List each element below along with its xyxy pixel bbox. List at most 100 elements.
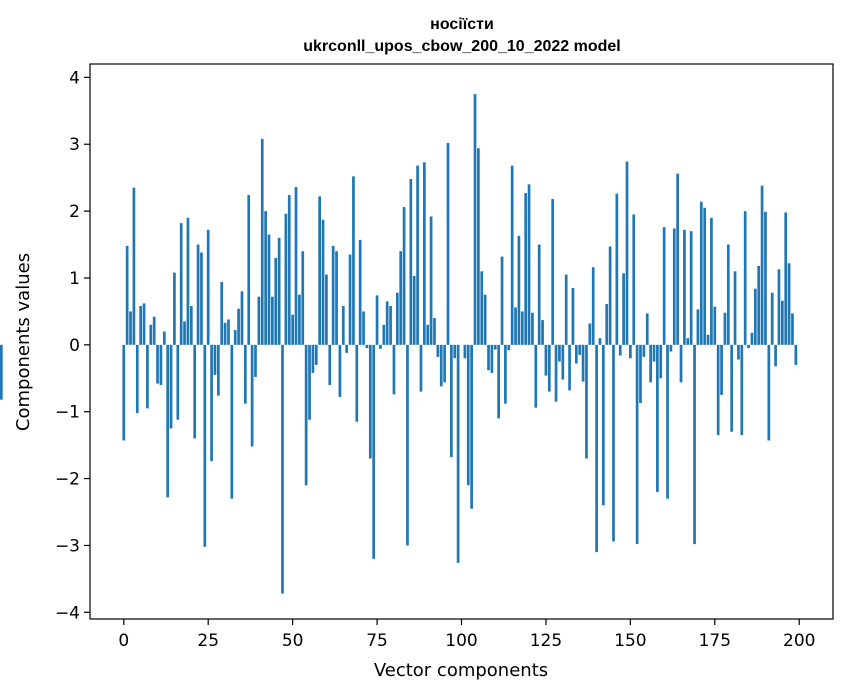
bar-20 — [189, 306, 193, 345]
bar-72 — [365, 344, 369, 349]
bar-8 — [149, 324, 153, 345]
bar-undefined — [0, 344, 3, 400]
bar-114 — [507, 344, 511, 351]
bar-198 — [791, 313, 794, 345]
bar-105 — [477, 148, 480, 345]
y-tick-label: −3 — [55, 536, 80, 556]
bar-75 — [375, 295, 379, 345]
chart-title: носіїсти — [430, 16, 494, 33]
bar-83 — [402, 207, 406, 345]
bar-147 — [618, 344, 622, 356]
y-tick-label: 3 — [69, 135, 80, 155]
bar-115 — [510, 165, 514, 345]
bar-17 — [179, 223, 183, 345]
bar-67 — [348, 254, 352, 345]
bar-56 — [311, 344, 315, 373]
bar-84 — [406, 344, 409, 546]
bar-126 — [547, 344, 551, 392]
bar-156 — [649, 344, 652, 383]
bar-152 — [635, 344, 639, 545]
bar-146 — [615, 193, 619, 345]
bar-165 — [679, 344, 683, 383]
bar-116 — [514, 307, 517, 345]
bar-193 — [774, 344, 777, 367]
bar-133 — [571, 288, 575, 345]
bar-29 — [220, 281, 224, 345]
bar-66 — [345, 344, 349, 353]
bar-159 — [659, 344, 663, 379]
bar-61 — [328, 344, 332, 385]
bar-158 — [656, 344, 659, 492]
bar-135 — [578, 344, 582, 355]
bar-76 — [379, 344, 382, 349]
y-axis-ticks: −4 −3 −2 −1 0 1 2 3 4 — [55, 68, 90, 623]
bar-125 — [544, 344, 548, 376]
bar-88 — [419, 344, 423, 392]
bar-43 — [267, 234, 271, 345]
bar-107 — [483, 294, 487, 345]
bar-60 — [325, 274, 328, 345]
bar-38 — [250, 344, 254, 447]
bar-44 — [271, 296, 274, 345]
bar-104 — [473, 94, 477, 345]
bar-42 — [264, 211, 267, 345]
bar-51 — [294, 187, 298, 345]
bar-196 — [784, 212, 788, 345]
bar-171 — [699, 201, 703, 345]
bar-39 — [254, 344, 257, 377]
bar-161 — [666, 344, 669, 499]
y-tick-label: −4 — [55, 603, 80, 623]
bar-178 — [723, 312, 727, 345]
bar-78 — [385, 301, 389, 345]
bar-73 — [368, 344, 372, 459]
bar-142 — [601, 344, 605, 506]
bar-16 — [176, 344, 180, 420]
y-tick-label: 1 — [69, 269, 80, 289]
x-tick-label: 175 — [699, 631, 731, 651]
bar-11 — [159, 344, 163, 385]
x-tick-label: 25 — [197, 631, 219, 651]
bar-168 — [689, 231, 693, 345]
x-tick-label: 50 — [282, 631, 304, 651]
bar-154 — [642, 344, 646, 357]
bar-90 — [426, 324, 430, 345]
bar-32 — [230, 344, 234, 499]
bar-132 — [568, 344, 571, 391]
bar-13 — [166, 344, 170, 498]
bar-57 — [314, 344, 318, 365]
y-tick-label: 4 — [69, 68, 80, 88]
bar-77 — [382, 324, 386, 345]
bar-172 — [703, 207, 707, 345]
bar-145 — [612, 344, 615, 542]
x-tick-label: 200 — [783, 631, 815, 651]
bar-92 — [433, 318, 436, 345]
bar-25 — [206, 229, 210, 345]
bar-45 — [274, 257, 278, 345]
bar-128 — [554, 344, 558, 402]
bar-10 — [156, 344, 159, 384]
bar-124 — [541, 320, 544, 345]
bar-194 — [777, 269, 781, 345]
bar-182 — [737, 344, 740, 360]
bar-130 — [561, 344, 565, 380]
bar-122 — [534, 344, 538, 408]
bar-144 — [608, 246, 612, 345]
bar-15 — [173, 272, 176, 345]
bar-131 — [564, 274, 568, 345]
y-axis-label: Components values — [13, 253, 34, 431]
bar-190 — [764, 211, 767, 345]
bar-27 — [213, 344, 217, 375]
bar-63 — [335, 251, 338, 345]
bar-37 — [247, 195, 251, 345]
bar-174 — [710, 217, 713, 345]
bar-19 — [186, 217, 190, 345]
bar-54 — [304, 344, 308, 486]
bar-111 — [497, 344, 500, 419]
bar-6 — [142, 303, 146, 345]
bars-group — [0, 94, 798, 594]
x-tick-label: 75 — [366, 631, 388, 651]
bar-102 — [466, 344, 470, 486]
bar-48 — [284, 213, 288, 345]
bar-96 — [446, 142, 450, 345]
